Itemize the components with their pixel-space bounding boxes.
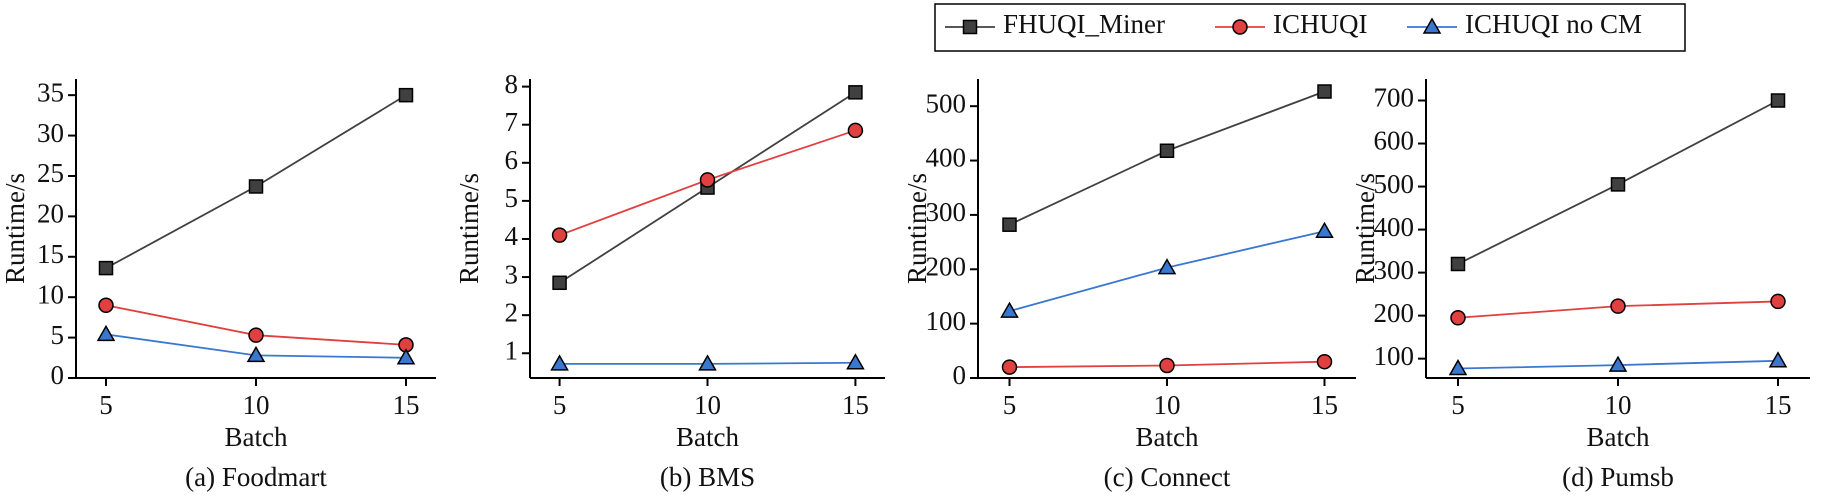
marker-square [248,179,264,194]
y-tick-label: 300 [926,197,967,227]
marker-triangle [1315,221,1334,238]
x-tick-label: 10 [243,390,270,420]
y-axis-label: Runtime/s [0,173,30,284]
y-axis-label: Runtime/s [1350,173,1380,284]
y-tick-label: 500 [1374,169,1415,199]
legend-box [934,3,1686,52]
marker-triangle [1157,258,1177,275]
marker-circle [248,327,264,343]
marker-circle [1450,310,1466,326]
marker-triangle [846,353,865,370]
y-tick-label: 6 [505,145,519,175]
legend-label: ICHUQI no CM [1465,9,1642,39]
y-tick-label: 5 [51,320,65,350]
marker-square [98,260,114,276]
x-axis-label: Batch [225,422,288,452]
x-tick-label: 15 [1765,390,1792,420]
legend-label: ICHUQI [1273,9,1368,39]
marker-square [1610,177,1626,192]
marker-triangle [698,354,717,371]
x-tick-label: 15 [393,390,420,420]
marker-triangle [550,354,569,371]
marker-triangle [1000,301,1019,318]
marker-circle [1610,298,1626,314]
y-tick-label: 400 [1374,212,1415,242]
y-tick-label: 0 [953,360,967,390]
legend-marker [962,19,978,35]
marker-triangle [1768,351,1788,368]
x-axis-label: Batch [676,422,739,452]
marker-triangle [1448,359,1468,376]
y-tick-label: 2 [505,297,519,327]
x-tick-label: 5 [553,390,567,420]
marker-triangle [96,324,116,342]
marker-triangle [246,345,266,363]
x-tick-label: 15 [842,390,869,420]
panel-title: (b) BMS [660,462,755,492]
marker-triangle [1608,355,1628,372]
marker-square [1770,93,1786,108]
y-tick-label: 10 [37,279,64,309]
series-line [1009,90,1325,226]
y-axis-label: Runtime/s [454,173,484,284]
marker-square [1159,143,1175,159]
y-tick-label: 1 [505,335,519,365]
y-tick-label: 7 [505,107,519,137]
y-tick-label: 5 [505,183,519,213]
marker-circle [1316,353,1333,370]
x-tick-label: 15 [1311,390,1338,420]
y-tick-label: 200 [926,251,967,281]
marker-square [1002,217,1017,232]
panel-title: (a) Foodmart [185,462,327,492]
marker-square [1450,256,1466,272]
marker-circle [1001,359,1018,375]
marker-circle [1159,357,1175,374]
panel-title: (d) Pumsb [1562,462,1674,492]
y-tick-label: 100 [1374,341,1415,371]
marker-square [1317,84,1332,99]
y-tick-label: 8 [505,69,519,99]
x-tick-label: 5 [1003,390,1017,420]
marker-circle [98,297,114,314]
y-tick-label: 20 [37,199,64,229]
marker-triangle [396,348,416,365]
x-tick-label: 5 [99,390,113,420]
marker-circle [1770,293,1786,310]
y-tick-label: 400 [926,143,967,173]
y-tick-label: 200 [1374,298,1415,328]
marker-circle [551,227,568,243]
legend-marker [1232,19,1248,35]
y-tick-label: 700 [1374,83,1415,113]
marker-square [552,275,567,291]
y-tick-label: 600 [1374,126,1415,156]
legend-label: FHUQI_Miner [1003,9,1165,39]
x-tick-label: 10 [1154,390,1181,420]
y-tick-label: 300 [1374,255,1415,285]
marker-circle [699,172,716,188]
panel-title: (c) Connect [1104,462,1231,492]
x-tick-label: 10 [694,390,721,420]
marker-square [848,85,863,100]
legend-marker [1422,17,1442,34]
y-tick-label: 15 [37,239,64,269]
marker-square [398,87,414,103]
y-tick-label: 3 [505,259,519,289]
y-tick-label: 100 [926,306,967,336]
x-axis-label: Batch [1587,422,1650,452]
x-tick-label: 10 [1605,390,1632,420]
marker-circle [847,122,864,139]
y-tick-label: 30 [37,118,64,148]
x-axis-label: Batch [1136,422,1199,452]
y-tick-label: 25 [37,158,64,188]
x-tick-label: 5 [1451,390,1465,420]
y-tick-label: 4 [505,221,519,251]
y-tick-label: 0 [51,360,65,390]
y-axis-label: Runtime/s [902,173,932,284]
y-tick-label: 500 [926,88,967,118]
y-tick-label: 35 [37,77,64,107]
